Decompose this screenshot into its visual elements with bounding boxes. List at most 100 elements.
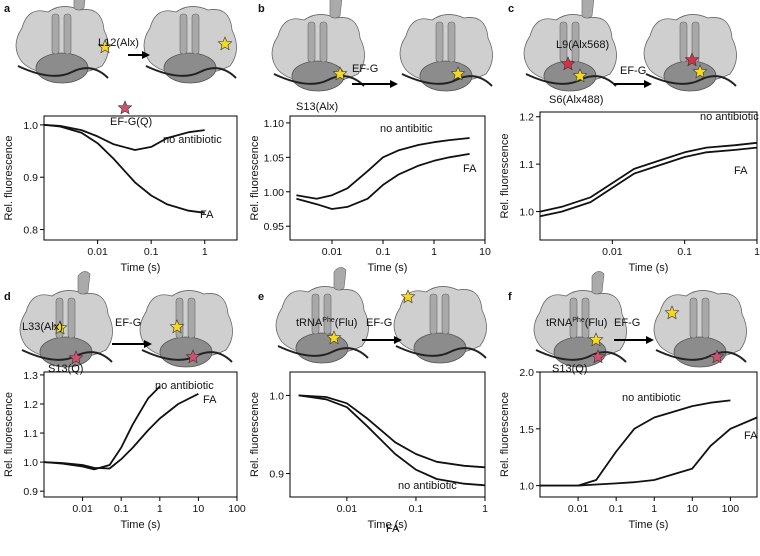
- large-subunit: [271, 14, 365, 82]
- y-axis-label: Rel. fluorescence: [249, 392, 261, 477]
- trna: [187, 297, 196, 339]
- plot-frame: [43, 115, 238, 241]
- x-tick-label: 100: [722, 503, 740, 515]
- y-tick-label: 1.2: [519, 112, 534, 124]
- y-tick-label: 2.0: [519, 367, 534, 379]
- y-axis-label: Rel. fluorescence: [3, 392, 15, 477]
- series-line: [296, 153, 470, 210]
- mrna: [273, 73, 365, 87]
- large-subunit: [139, 290, 233, 358]
- series-line: [539, 141, 758, 213]
- fluorophore-star: [692, 64, 708, 79]
- fluorophore-star: [185, 349, 201, 364]
- x-axis-label: Time (s): [368, 519, 408, 531]
- series-label: FA: [734, 165, 748, 177]
- trna: [319, 21, 328, 63]
- large-subunit: [143, 6, 237, 74]
- fluorophore-star: [326, 330, 342, 345]
- y-tick-label: 0.9: [269, 469, 284, 481]
- y-tick-label: 1.0: [519, 207, 534, 219]
- label-superscript: Phe: [322, 317, 335, 324]
- series-line: [43, 124, 205, 214]
- series-label: no antibiotic: [398, 480, 457, 492]
- schematic-label: L12(Alx): [98, 37, 139, 49]
- trna: [679, 21, 688, 63]
- arrow-head: [646, 336, 654, 344]
- series-label: no antibiotic: [700, 111, 759, 123]
- fluorophore-star: [217, 36, 233, 51]
- large-subunit: [399, 14, 493, 82]
- large-subunit: [19, 290, 113, 358]
- y-tick-label: 1.00: [264, 187, 285, 199]
- schematic-label: S13(Q): [552, 363, 587, 375]
- ef-g-leaving: [73, 0, 86, 11]
- x-tick-label: 1: [754, 246, 760, 258]
- ef-g-leaving: [77, 271, 91, 295]
- schematic-label: EF-G: [115, 317, 141, 329]
- fluorophore-star: [588, 332, 604, 347]
- schematic-label: EF-G: [352, 63, 378, 75]
- y-tick-label: 1.1: [23, 428, 38, 440]
- arrow-head: [390, 80, 398, 88]
- series-label: no antibiotic: [163, 134, 222, 146]
- panel-label: d: [4, 291, 11, 303]
- x-tick-label: 0.1: [114, 503, 129, 515]
- schematic-label: L9(Alx568): [556, 39, 609, 51]
- ribosome-schematic: [653, 290, 747, 368]
- fluorophore-star: [560, 56, 576, 71]
- fluorophore-star: [590, 349, 606, 364]
- ef-g-leaving: [333, 267, 347, 291]
- schematic-label: S13(Alx): [296, 101, 338, 113]
- schematic-label: L33(Alx): [22, 321, 63, 333]
- panel-label: c: [508, 3, 514, 15]
- trna: [701, 297, 710, 339]
- arrow-head: [142, 51, 150, 59]
- trna: [307, 21, 316, 63]
- x-axis-label: Time (s): [121, 519, 161, 531]
- y-tick-label: 0.9: [23, 486, 38, 498]
- panel-label: e: [258, 291, 264, 303]
- series-label: no antibiotic: [622, 392, 681, 404]
- trna: [569, 297, 578, 339]
- plot-frame: [289, 115, 486, 241]
- fluorophore-star: [117, 100, 133, 115]
- y-axis-label: Rel. fluorescence: [3, 136, 15, 221]
- label-base: tRNA: [546, 317, 573, 329]
- y-tick-label: 1.1: [519, 159, 534, 171]
- y-tick-label: 1.2: [23, 399, 38, 411]
- series-line: [43, 392, 199, 470]
- x-tick-label: 100: [228, 503, 246, 515]
- series-line: [43, 385, 161, 471]
- ef-g-leaving: [329, 0, 343, 19]
- fluorophore-star: [572, 68, 588, 83]
- mrna: [395, 345, 487, 359]
- y-tick-label: 1.0: [23, 457, 38, 469]
- x-axis-label: Time (s): [629, 519, 669, 531]
- fluorophore-star: [709, 349, 725, 364]
- ribosome-schematic: [15, 6, 109, 84]
- fluorophore-star: [400, 289, 416, 304]
- label-superscript: Phe: [572, 317, 585, 324]
- fluorophore-star: [68, 350, 84, 365]
- mrna: [277, 345, 369, 359]
- label-base: tRNA: [296, 317, 323, 329]
- ribosome-schematic: [271, 14, 365, 92]
- schematic-label: EF-G(Q): [110, 116, 152, 128]
- x-tick-label: 0.01: [72, 503, 93, 515]
- series-line: [298, 394, 486, 487]
- trna: [441, 293, 450, 335]
- plot-frame: [539, 111, 758, 241]
- fluorophore-star: [169, 319, 185, 334]
- series-line: [540, 399, 731, 487]
- x-tick-label: 0.01: [337, 503, 358, 515]
- y-tick-label: 1.10: [264, 118, 285, 130]
- fluorophore-star: [450, 66, 466, 81]
- series-line: [296, 137, 470, 200]
- x-tick-label: 0.1: [609, 503, 624, 515]
- plot-frame: [43, 371, 238, 498]
- ribosome-schematic: [143, 6, 237, 84]
- x-tick-label: 1: [431, 246, 437, 258]
- schematic-label: EF-G: [366, 317, 392, 329]
- ribosome-schematic: [393, 286, 487, 364]
